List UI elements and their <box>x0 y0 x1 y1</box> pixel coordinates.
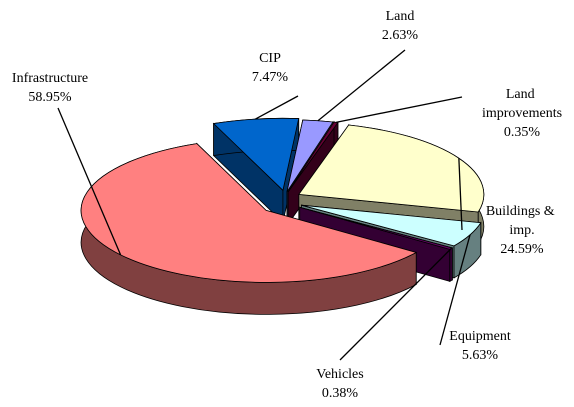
leader-line <box>317 49 406 122</box>
value-label: 0.38% <box>322 386 359 401</box>
slice <box>212 117 300 192</box>
category-label: Buildings & imp. <box>486 204 558 238</box>
value-label: 7.47% <box>252 70 289 85</box>
leader-line <box>57 107 122 256</box>
value-label: 0.35% <box>504 125 541 140</box>
slice <box>298 124 485 213</box>
slice <box>80 143 418 283</box>
category-label: Land <box>386 9 415 24</box>
leader-line <box>339 248 452 361</box>
leader-line <box>255 95 299 120</box>
category-label: Infrastructure <box>12 71 88 86</box>
value-label: 24.59% <box>500 242 544 257</box>
value-label: 5.63% <box>462 348 499 363</box>
leader-line <box>458 158 463 231</box>
category-label: CIP <box>259 51 281 66</box>
category-label: Land improvements <box>482 87 562 121</box>
category-label: Vehicles <box>316 367 363 382</box>
value-label: 58.95% <box>28 90 72 105</box>
value-label: 2.63% <box>382 28 419 43</box>
slice-wall <box>449 247 453 283</box>
category-label: Equipment <box>449 329 511 344</box>
slice <box>286 119 334 192</box>
leader-line <box>335 96 463 123</box>
leader-line <box>439 234 471 346</box>
